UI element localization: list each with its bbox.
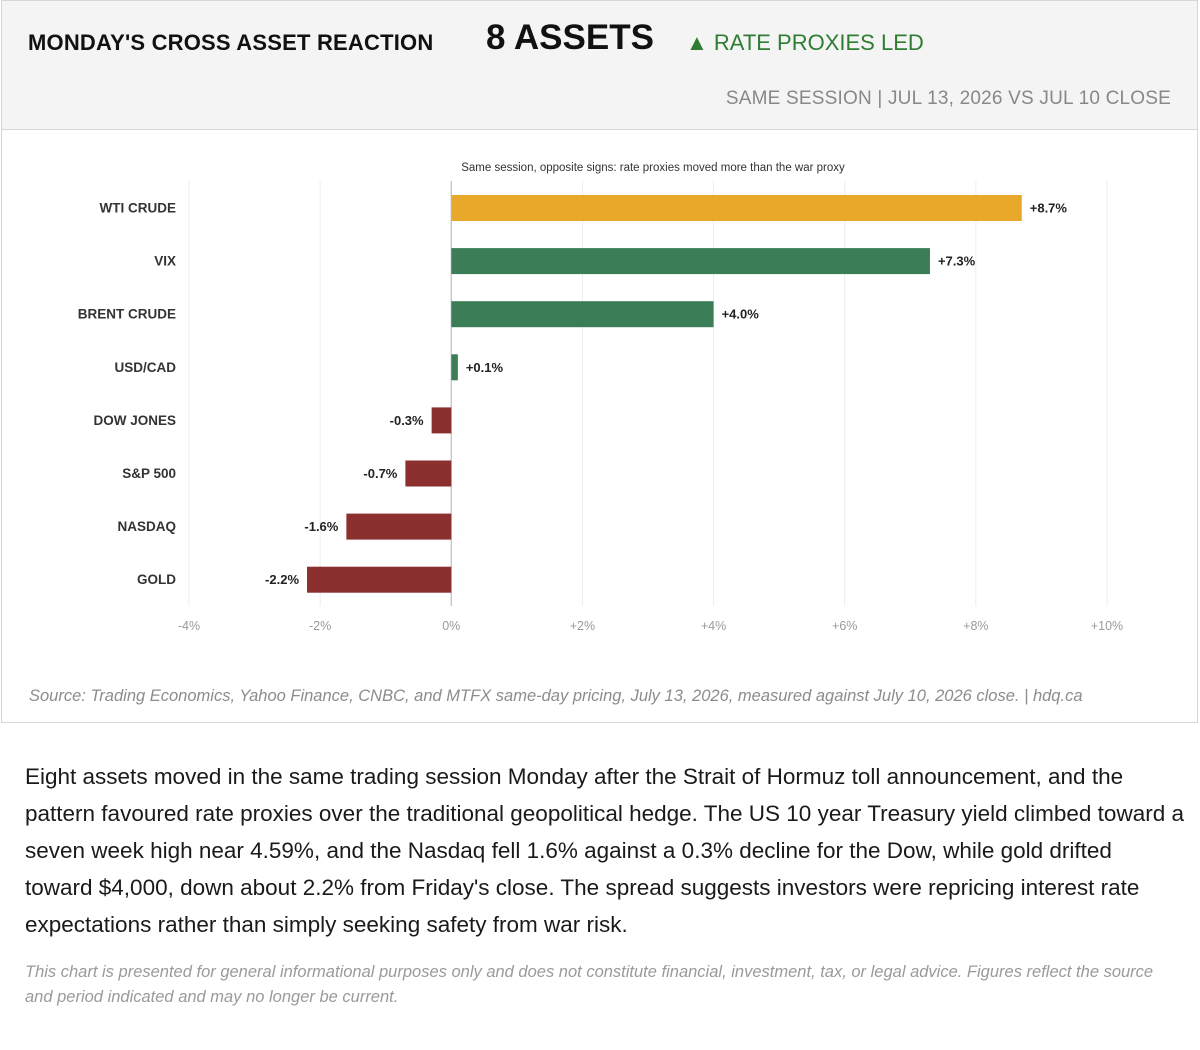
category-label: BRENT CRUDE xyxy=(78,307,176,322)
disclaimer: This chart is presented for general info… xyxy=(25,963,1154,1006)
bar xyxy=(346,513,452,540)
x-tick-label: +2% xyxy=(570,619,595,633)
value-label: +7.3% xyxy=(938,254,976,269)
value-label: -1.6% xyxy=(304,519,338,534)
bar xyxy=(451,195,1022,221)
card-header: MONDAY'S CROSS ASSET REACTION 8 ASSETS ▲… xyxy=(2,1,1197,130)
value-label: -0.3% xyxy=(390,413,424,428)
x-tick-label: -4% xyxy=(178,619,200,633)
bar xyxy=(451,301,714,328)
category-label: WTI CRUDE xyxy=(100,201,177,216)
category-label: GOLD xyxy=(137,572,176,587)
bar xyxy=(405,460,452,487)
status-label: ▲ RATE PROXIES LED xyxy=(686,30,924,55)
category-label: VIX xyxy=(154,254,176,269)
bar-chart: Same session, opposite signs: rate proxi… xyxy=(78,162,1123,633)
category-label: USD/CAD xyxy=(114,360,176,375)
header-title: MONDAY'S CROSS ASSET REACTION xyxy=(28,30,434,55)
category-label: DOW JONES xyxy=(93,413,176,428)
category-label: NASDAQ xyxy=(117,519,176,534)
value-label: +4.0% xyxy=(722,307,760,322)
chart-card: MONDAY'S CROSS ASSET REACTION 8 ASSETS ▲… xyxy=(1,0,1198,723)
bar xyxy=(451,248,930,275)
x-tick-label: -2% xyxy=(309,619,331,633)
x-tick-label: +10% xyxy=(1091,619,1123,633)
body-paragraph: Eight assets moved in the same trading s… xyxy=(25,764,1184,937)
category-label: S&P 500 xyxy=(122,466,176,481)
x-tick-label: +4% xyxy=(701,619,726,633)
chart-title: Same session, opposite signs: rate proxi… xyxy=(461,162,845,174)
value-label: +8.7% xyxy=(1030,201,1068,216)
x-tick-label: +6% xyxy=(832,619,857,633)
bar xyxy=(451,354,458,381)
bar xyxy=(307,566,452,593)
x-tick-label: 0% xyxy=(442,619,460,633)
value-label: -2.2% xyxy=(265,572,299,587)
value-label: -0.7% xyxy=(363,466,397,481)
source-note: Source: Trading Economics, Yahoo Finance… xyxy=(29,687,1083,705)
header-subtitle: SAME SESSION | JUL 13, 2026 VS JUL 10 CL… xyxy=(725,88,1171,109)
value-label: +0.1% xyxy=(466,360,504,375)
x-tick-label: +8% xyxy=(963,619,988,633)
bar xyxy=(431,407,452,434)
asset-count: 8 ASSETS xyxy=(486,18,654,57)
